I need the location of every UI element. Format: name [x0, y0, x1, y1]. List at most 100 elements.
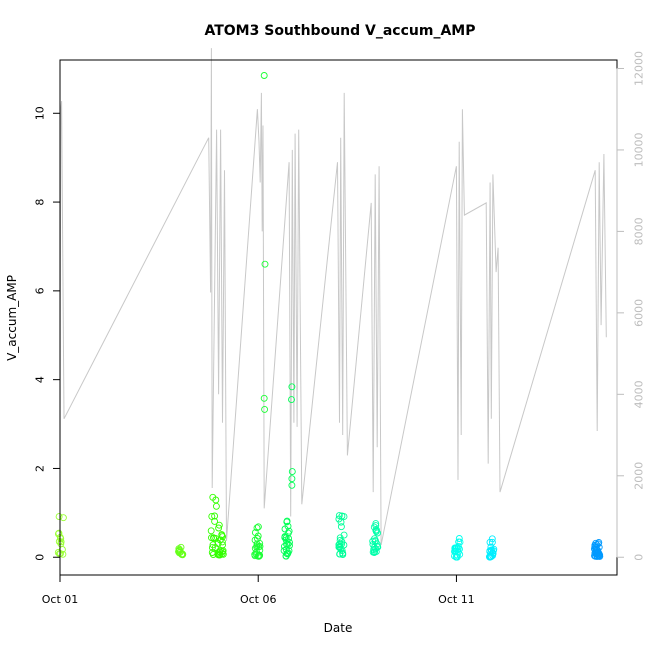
- y-axis: 0 2 4 6 8 10: [34, 106, 61, 561]
- data-point: [253, 524, 261, 532]
- data-point: [335, 541, 343, 549]
- data-point: [177, 543, 185, 551]
- point-cluster: [451, 535, 464, 561]
- data-point: [215, 548, 223, 556]
- data-point: [217, 546, 224, 554]
- x-tick-label: Oct 01: [42, 593, 79, 606]
- data-point: [590, 545, 598, 553]
- y2-tick-label: 0: [633, 554, 646, 561]
- data-point: [591, 552, 599, 560]
- data-point: [487, 553, 495, 561]
- point-cluster: [207, 493, 220, 558]
- data-point: [214, 540, 222, 547]
- point-cluster: [369, 520, 382, 556]
- x-axis-label: Date: [324, 621, 353, 635]
- point-cluster: [251, 523, 264, 560]
- data-point: [281, 533, 289, 541]
- outlier-point: [288, 468, 296, 476]
- data-point: [254, 523, 262, 531]
- data-point: [454, 542, 462, 550]
- data-point: [218, 538, 226, 546]
- y-axis-label: V_accum_AMP: [5, 275, 19, 361]
- data-point: [337, 523, 345, 531]
- data-point: [488, 538, 496, 546]
- y-tick-label: 6: [34, 287, 47, 294]
- data-point: [370, 523, 378, 531]
- secondary-series-line: [59, 48, 607, 546]
- data-point: [57, 535, 65, 543]
- x-tick-label: Oct 11: [438, 593, 475, 606]
- data-point: [252, 550, 260, 558]
- data-point: [340, 531, 348, 539]
- data-point: [211, 512, 219, 520]
- point-cluster: [485, 535, 498, 561]
- y2-tick-label: 8000: [633, 217, 646, 245]
- data-point: [282, 546, 290, 554]
- data-point: [591, 541, 599, 549]
- outlier-point: [261, 405, 269, 413]
- secondary-series-layer: [59, 48, 607, 546]
- data-point: [456, 550, 464, 558]
- data-point: [336, 550, 344, 558]
- outlier-point: [288, 383, 296, 391]
- data-point: [208, 512, 216, 520]
- outlier-point: [260, 72, 268, 79]
- outlier-point: [288, 481, 296, 489]
- point-cluster: [590, 539, 604, 560]
- data-point: [212, 502, 220, 510]
- data-point: [254, 552, 262, 560]
- data-point: [595, 543, 603, 551]
- data-point: [219, 533, 227, 541]
- y2-tick-label: 4000: [633, 380, 646, 408]
- data-point: [256, 542, 264, 550]
- data-point: [336, 544, 344, 551]
- data-point: [283, 518, 291, 526]
- chart-title: ATOM3 Southbound V_accum_AMP: [204, 23, 475, 39]
- x-axis: Oct 01 Oct 06 Oct 11: [42, 574, 475, 606]
- data-point: [488, 535, 496, 543]
- y2-tick-label: 6000: [633, 299, 646, 327]
- data-point: [282, 536, 290, 544]
- data-point: [256, 551, 264, 559]
- point-cluster: [214, 521, 227, 559]
- data-point: [281, 525, 289, 533]
- outlier-point: [260, 394, 268, 402]
- data-point: [339, 549, 347, 557]
- data-point: [335, 512, 343, 520]
- y2-tick-label: 10000: [633, 132, 646, 167]
- data-point: [340, 513, 348, 521]
- y-tick-label: 8: [34, 199, 47, 206]
- x-tick-label: Oct 06: [240, 593, 277, 606]
- data-point: [455, 535, 463, 542]
- point-cluster: [175, 543, 187, 559]
- data-point: [207, 527, 215, 535]
- data-point: [489, 552, 497, 559]
- secondary-y-axis: 0 2000 4000 6000 8000 10000 12000: [616, 51, 646, 561]
- outlier-point: [261, 260, 269, 268]
- data-point: [370, 549, 378, 556]
- data-point: [251, 552, 259, 560]
- outlier-point: [288, 475, 296, 483]
- data-point: [212, 496, 220, 504]
- data-point: [216, 551, 224, 559]
- data-point: [215, 521, 223, 529]
- data-point: [489, 547, 497, 555]
- data-point: [337, 545, 345, 553]
- y-tick-label: 2: [34, 465, 47, 472]
- data-point: [453, 544, 460, 552]
- data-point: [59, 514, 67, 522]
- data-point: [369, 537, 377, 545]
- y-tick-label: 10: [34, 106, 47, 120]
- outlier-point: [288, 396, 295, 404]
- data-point: [280, 542, 288, 550]
- point-cluster: [335, 512, 348, 558]
- point-cluster: [280, 517, 293, 560]
- data-point: [486, 538, 494, 546]
- data-point: [209, 541, 217, 549]
- data-point: [455, 538, 463, 546]
- point-cluster: [54, 513, 67, 558]
- data-point: [215, 524, 223, 532]
- data-point: [210, 534, 217, 542]
- data-point: [337, 518, 345, 526]
